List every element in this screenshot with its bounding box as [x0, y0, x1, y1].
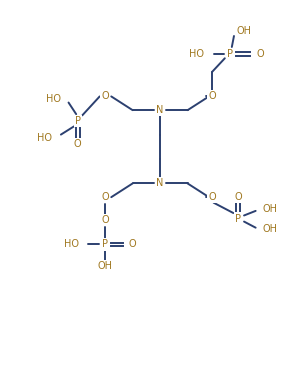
Text: OH: OH — [98, 261, 113, 271]
Text: P: P — [235, 214, 241, 223]
Text: OH: OH — [237, 26, 251, 36]
Text: N: N — [156, 105, 164, 115]
Text: P: P — [75, 116, 81, 126]
Text: HO: HO — [46, 94, 61, 105]
Text: O: O — [128, 240, 136, 249]
Text: O: O — [101, 215, 109, 225]
Text: O: O — [74, 139, 82, 149]
Text: OH: OH — [262, 224, 277, 234]
Text: HO: HO — [189, 49, 205, 59]
Text: HO: HO — [64, 240, 79, 249]
Text: N: N — [156, 179, 164, 188]
Text: P: P — [227, 49, 233, 59]
Text: OH: OH — [262, 205, 277, 214]
Text: O: O — [234, 192, 242, 202]
Text: O: O — [101, 91, 109, 102]
Text: O: O — [256, 49, 264, 59]
Text: HO: HO — [37, 133, 52, 143]
Text: O: O — [208, 192, 216, 202]
Text: O: O — [208, 91, 216, 102]
Text: P: P — [102, 240, 108, 249]
Text: O: O — [101, 192, 109, 202]
